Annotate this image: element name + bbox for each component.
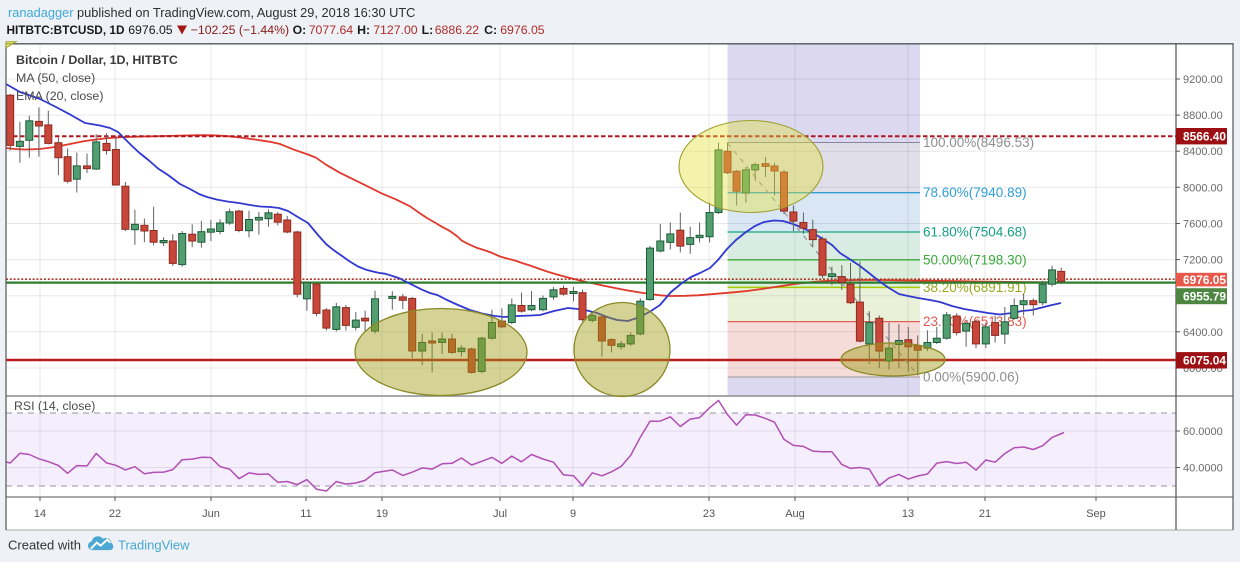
svg-text:8800.00: 8800.00 <box>1183 110 1223 122</box>
svg-text:L:: L: <box>422 23 434 37</box>
svg-text:Sep: Sep <box>1086 508 1106 520</box>
svg-text:14: 14 <box>34 508 46 520</box>
svg-text:21: 21 <box>979 508 991 520</box>
svg-text:11: 11 <box>300 508 311 520</box>
svg-text:Jun: Jun <box>202 508 220 520</box>
svg-text:7200.00: 7200.00 <box>1183 255 1223 267</box>
svg-text:H:: H: <box>357 23 370 37</box>
svg-text:TradingView: TradingView <box>118 538 190 553</box>
svg-text:C:: C: <box>484 23 497 37</box>
svg-text:Jul: Jul <box>493 508 507 520</box>
svg-text:HITBTC:BTCUSD, 1D: HITBTC:BTCUSD, 1D <box>7 23 125 37</box>
svg-text:6976.05: 6976.05 <box>1183 273 1226 287</box>
svg-text:Created with: Created with <box>8 538 81 553</box>
svg-text:6075.04: 6075.04 <box>1183 354 1226 368</box>
svg-text:O:: O: <box>293 23 307 37</box>
svg-text:7600.00: 7600.00 <box>1183 219 1223 231</box>
svg-text:40.0000: 40.0000 <box>1183 463 1223 475</box>
svg-text:100.00%(8496.53): 100.00%(8496.53) <box>923 135 1034 150</box>
svg-text:61.80%(7504.68): 61.80%(7504.68) <box>923 225 1027 240</box>
svg-text:−102.25 (−1.44%): −102.25 (−1.44%) <box>191 23 289 37</box>
svg-text:7077.64: 7077.64 <box>309 23 354 37</box>
svg-text:ranadagger published on Tradin: ranadagger published on TradingView.com,… <box>8 5 415 20</box>
svg-text:0.00%(5900.06): 0.00%(5900.06) <box>923 370 1019 385</box>
svg-text:8566.40: 8566.40 <box>1183 130 1226 144</box>
svg-text:Bitcoin / Dollar, 1D, HITBTC: Bitcoin / Dollar, 1D, HITBTC <box>16 53 178 67</box>
svg-text:6886.22: 6886.22 <box>435 23 480 37</box>
svg-text:RSI (14, close): RSI (14, close) <box>14 399 95 413</box>
svg-text:Aug: Aug <box>785 508 805 520</box>
svg-text:19: 19 <box>376 508 388 520</box>
svg-text:6400.00: 6400.00 <box>1183 327 1223 339</box>
svg-text:50.00%(7198.30): 50.00%(7198.30) <box>923 252 1027 267</box>
svg-text:13: 13 <box>902 508 914 520</box>
svg-text:7127.00: 7127.00 <box>373 23 418 37</box>
svg-text:22: 22 <box>109 508 121 520</box>
svg-text:EMA (20, close): EMA (20, close) <box>16 89 103 103</box>
svg-text:6955.79: 6955.79 <box>1183 290 1226 304</box>
svg-text:23: 23 <box>703 508 715 520</box>
svg-text:78.60%(7940.89): 78.60%(7940.89) <box>923 185 1027 200</box>
svg-text:6976.05: 6976.05 <box>500 23 545 37</box>
svg-text:6976.05: 6976.05 <box>128 23 173 37</box>
svg-text:MA (50, close): MA (50, close) <box>16 71 95 85</box>
svg-text:8400.00: 8400.00 <box>1183 146 1223 158</box>
svg-text:60.0000: 60.0000 <box>1183 426 1223 438</box>
svg-text:9: 9 <box>570 508 576 520</box>
svg-text:9200.00: 9200.00 <box>1183 74 1223 86</box>
svg-text:8000.00: 8000.00 <box>1183 182 1223 194</box>
